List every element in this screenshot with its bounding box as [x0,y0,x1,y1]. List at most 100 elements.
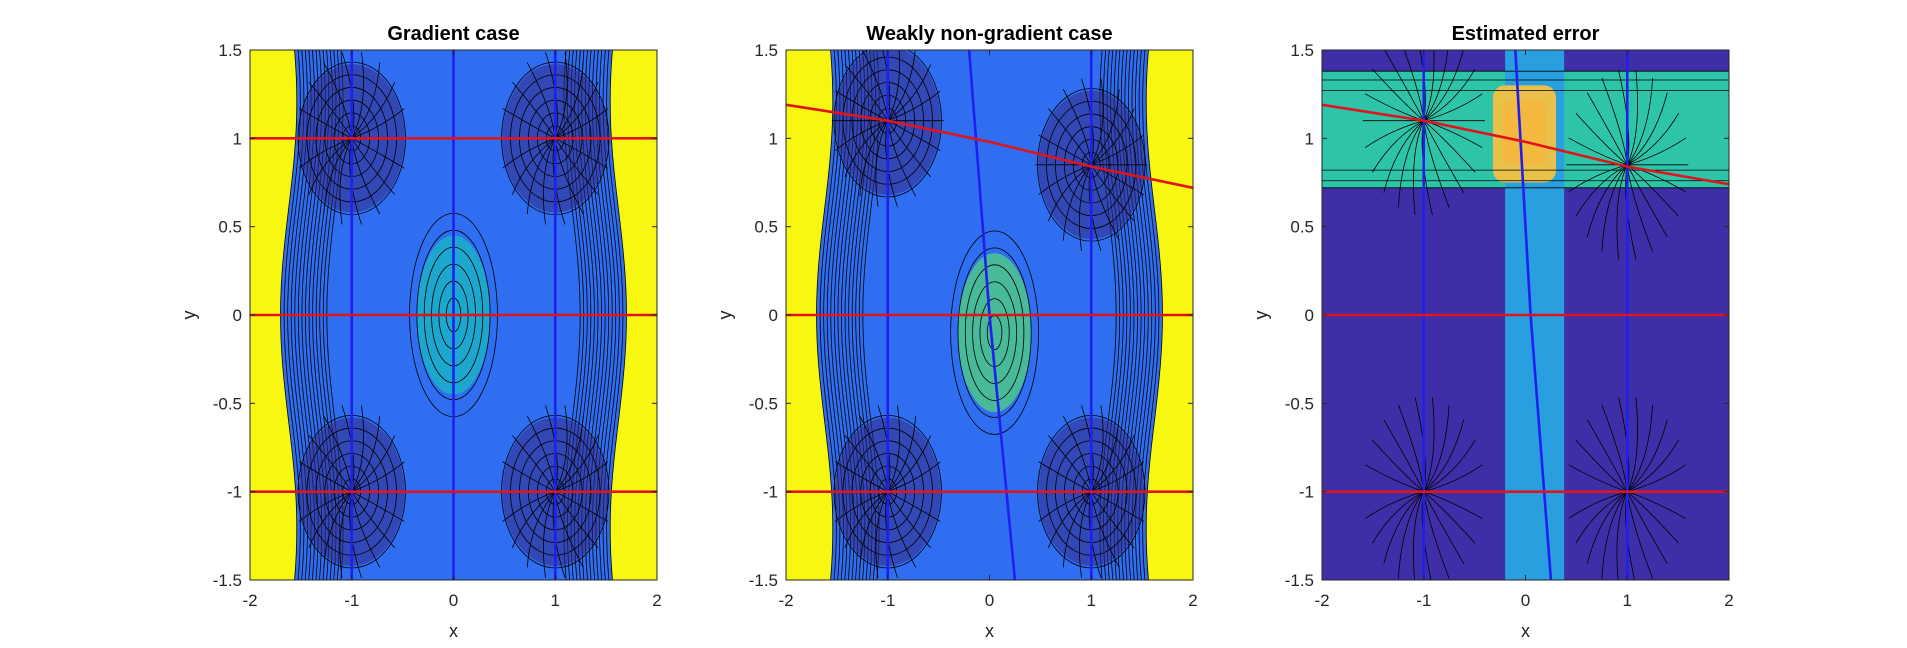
streamline [1078,491,1092,578]
y-tick-label: -1 [763,483,778,502]
streamline [512,81,556,139]
streamline [1423,93,1483,122]
streamline [308,435,353,492]
streamline [844,435,889,492]
streamline [1626,92,1668,166]
streamline [502,137,556,169]
streamline [512,491,556,549]
x-tick-label: -1 [880,591,895,610]
streamline [1626,397,1638,492]
streamline [351,491,395,549]
streamline [1627,439,1679,493]
y-tick-label: 0.5 [754,218,778,237]
red-nullcline [1322,103,1729,186]
streamline [526,491,556,568]
chart-title: Gradient case [387,23,519,45]
y-tick-label: -1.5 [1285,571,1314,590]
streamline [1038,164,1092,196]
y-axis-label: y [179,311,199,320]
y-tick-label: 1 [1305,129,1314,148]
x-tick-label: 0 [1521,591,1530,610]
contour-line [972,281,1017,384]
y-tick-label: 1.5 [754,41,778,60]
contour-line [964,264,1025,401]
streamline [323,138,353,215]
streamline [1586,419,1628,492]
streamline [1090,415,1120,492]
streamline [502,461,556,493]
streamline [887,50,916,121]
streamline [834,491,888,522]
streamline [844,64,889,121]
streamline [1575,491,1628,544]
streamline [1091,134,1145,166]
center-region [957,253,1032,413]
streamline [1062,164,1092,241]
streamline [887,405,901,492]
streamline [1078,164,1092,252]
streamline [844,491,888,549]
streamline [1090,78,1104,166]
streamline [1364,464,1424,493]
streamline [1423,419,1465,492]
y-tick-label: 1.5 [1290,41,1314,60]
x-tick-label: 1 [1623,591,1632,610]
streamline [875,491,889,578]
streamline [351,52,365,139]
streamline [554,62,584,139]
streamline [1038,461,1092,493]
x-axis-label: x [985,621,994,641]
streamline [844,120,888,178]
streamline [308,491,352,549]
streamline [1423,120,1476,173]
streamline [1090,164,1135,222]
x-tick-label: -2 [778,591,793,610]
streamline [1423,491,1465,564]
streamline [1372,491,1424,544]
streamline [1568,464,1628,493]
streamline [1601,164,1628,252]
streamline [351,137,405,169]
contour-line [957,247,1032,418]
streamline [1372,439,1425,492]
x-axis-label: x [449,621,458,641]
streamline [351,435,395,492]
y-tick-label: 0.5 [218,218,242,237]
y-axis-label: y [1251,311,1271,320]
streamline [526,138,556,215]
streamline [351,138,395,195]
y-tick-label: -0.5 [213,394,242,413]
x-tick-label: 2 [1188,591,1197,610]
x-tick-label: -1 [1416,591,1431,610]
streamline [1423,439,1476,493]
y-axis-label: y [715,311,735,320]
x-tick-label: 0 [985,591,994,610]
streamline [1090,89,1120,166]
streamline [1397,491,1425,579]
streamline [512,138,556,195]
y-tick-label: -0.5 [1285,394,1314,413]
streamline [1626,164,1668,238]
streamline [554,415,584,492]
error-peak [1503,99,1546,165]
streamline [1626,419,1668,492]
plot-area [1322,50,1729,580]
contour-line [950,230,1039,435]
streamline [298,108,352,139]
streamline [834,120,888,151]
streamline [1372,68,1425,121]
streamline [1048,164,1092,222]
x-tick-label: 0 [449,591,458,610]
streamline [834,90,888,122]
streamline [887,415,917,492]
streamline [887,491,941,522]
y-tick-label: 0 [769,306,778,325]
red-nullcline [786,103,1193,190]
streamline [1091,461,1145,493]
streamline [1384,50,1425,121]
y-tick-label: 1 [233,129,242,148]
y-tick-label: 0 [1305,306,1314,325]
streamline [1364,491,1424,519]
streamline [887,50,901,121]
